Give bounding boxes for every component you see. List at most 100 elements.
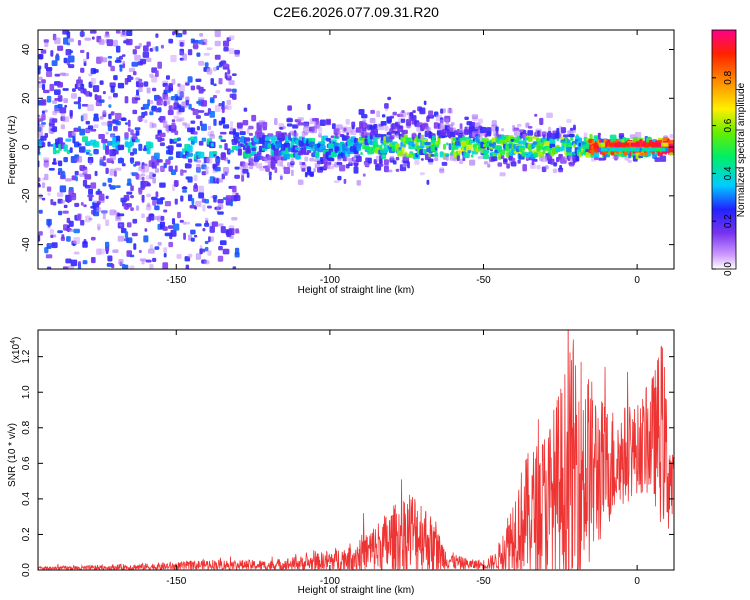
svg-text:(x104): (x104)	[10, 337, 22, 364]
spectrogram-cell	[168, 150, 174, 155]
spectrogram-cell	[121, 163, 126, 167]
spectrogram-cell	[134, 127, 141, 131]
spectrogram-y-tick-label: 40	[21, 44, 32, 56]
spectrogram-cell	[187, 253, 193, 258]
spectrogram-cell	[223, 167, 229, 174]
spectrogram-cell	[190, 237, 195, 242]
spectrogram-cell	[279, 174, 283, 180]
spectrogram-cell	[168, 87, 174, 92]
spectrogram-cell	[295, 146, 301, 151]
spectrogram-cell	[218, 78, 223, 85]
spectrogram-cell	[201, 137, 207, 142]
spectrogram-cell	[115, 30, 121, 34]
spectrogram-cell	[185, 264, 190, 269]
spectrogram-cell	[487, 164, 491, 168]
spectrogram-cell	[157, 107, 162, 113]
colorbar-tick-label: 0.8	[723, 70, 734, 84]
spectrogram-cell	[98, 248, 105, 255]
spectrogram-cell	[50, 143, 54, 147]
spectrogram-cell	[65, 178, 72, 182]
spectrogram-cell	[105, 219, 110, 227]
spectrogram-cell	[458, 128, 464, 134]
spectrogram-cell	[337, 175, 342, 181]
spectrogram-cell	[71, 88, 76, 92]
spectrogram-cell	[187, 49, 193, 56]
spectrogram-cell	[160, 197, 165, 201]
spectrogram-cell	[184, 123, 190, 129]
spectrogram-cell	[183, 232, 186, 240]
spectrogram-cell	[199, 33, 204, 37]
spectrogram-cell	[646, 147, 650, 152]
spectrogram-cell	[184, 163, 190, 169]
spectrogram-cell	[423, 100, 427, 106]
spectrogram-cell	[400, 118, 406, 123]
spectrogram-cell	[93, 113, 99, 119]
spectrogram-cell	[459, 123, 463, 130]
spectrogram-cell	[58, 210, 63, 216]
spectrogram-cell	[142, 51, 150, 58]
spectrogram-cell	[42, 124, 45, 128]
spectrogram-cell	[102, 162, 107, 167]
spectrogram-cell	[471, 114, 479, 120]
spectrogram-cell	[221, 101, 225, 108]
spectrogram-cell	[148, 248, 155, 254]
spectrogram-cell	[302, 127, 310, 134]
spectrogram-cell	[615, 142, 619, 147]
spectrogram-cell	[208, 236, 211, 243]
spectrogram-cell	[41, 110, 46, 114]
spectrogram-cell	[145, 259, 152, 263]
spectrogram-cell	[149, 244, 154, 250]
spectrogram-cell	[233, 195, 241, 201]
spectrogram-cell	[613, 147, 617, 152]
spectrogram-x-tick-label: 0	[634, 275, 640, 286]
spectrogram-cell	[148, 214, 155, 221]
spectrogram-cell	[624, 156, 630, 161]
spectrogram-cell	[171, 78, 176, 85]
spectrogram-cell	[333, 180, 340, 184]
spectrogram-cell	[160, 44, 164, 49]
spectrogram-cell	[641, 142, 645, 147]
spectrogram-cell	[656, 142, 660, 147]
spectrogram-cell	[88, 188, 94, 195]
spectrogram-cell	[85, 215, 91, 223]
spectrogram-cell	[57, 230, 63, 234]
spectrogram-cell	[519, 147, 525, 153]
spectrogram-cell	[277, 159, 281, 167]
spectrogram-cell	[408, 154, 415, 158]
spectrogram-cell	[542, 134, 546, 139]
spectrogram-cell	[486, 127, 492, 135]
spectrogram-cell	[441, 161, 448, 166]
spectrogram-cell	[246, 127, 250, 135]
spectrogram-cell	[220, 226, 226, 234]
spectrogram-cell	[107, 255, 113, 262]
spectrogram-cell	[88, 92, 93, 97]
spectrogram-cell	[146, 87, 151, 94]
spectrogram-cell	[534, 113, 538, 117]
spectrogram-cell	[663, 142, 667, 147]
spectrogram-cell	[160, 166, 165, 172]
spectrogram-cell	[126, 237, 133, 244]
spectrogram-cell	[573, 124, 576, 131]
spectrogram-cell	[242, 162, 249, 169]
spectrogram-cell	[187, 152, 193, 157]
spectrogram-cell	[84, 184, 91, 189]
spectrogram-cell	[530, 162, 536, 169]
spectrogram-cell	[41, 113, 46, 121]
spectrogram-cell	[204, 169, 209, 175]
spectrogram-cell	[43, 39, 49, 43]
spectrogram-cell	[209, 97, 215, 104]
spectrogram-cell	[62, 116, 70, 123]
spectrogram-cell	[102, 91, 106, 95]
spectrogram-cell	[117, 144, 125, 149]
spectrogram-cell	[88, 153, 93, 156]
spectrogram-cell	[362, 173, 366, 177]
spectrogram-cell	[607, 142, 611, 147]
spectrogram-cell	[154, 205, 160, 211]
spectrogram-cell	[447, 108, 453, 114]
spectrogram-cell	[41, 197, 46, 201]
spectrogram-cell	[54, 107, 61, 113]
spectrogram-cell	[218, 178, 223, 183]
spectrogram-cell	[97, 223, 101, 230]
spectrogram-cell	[55, 55, 60, 61]
spectrogram-cell	[434, 147, 438, 151]
